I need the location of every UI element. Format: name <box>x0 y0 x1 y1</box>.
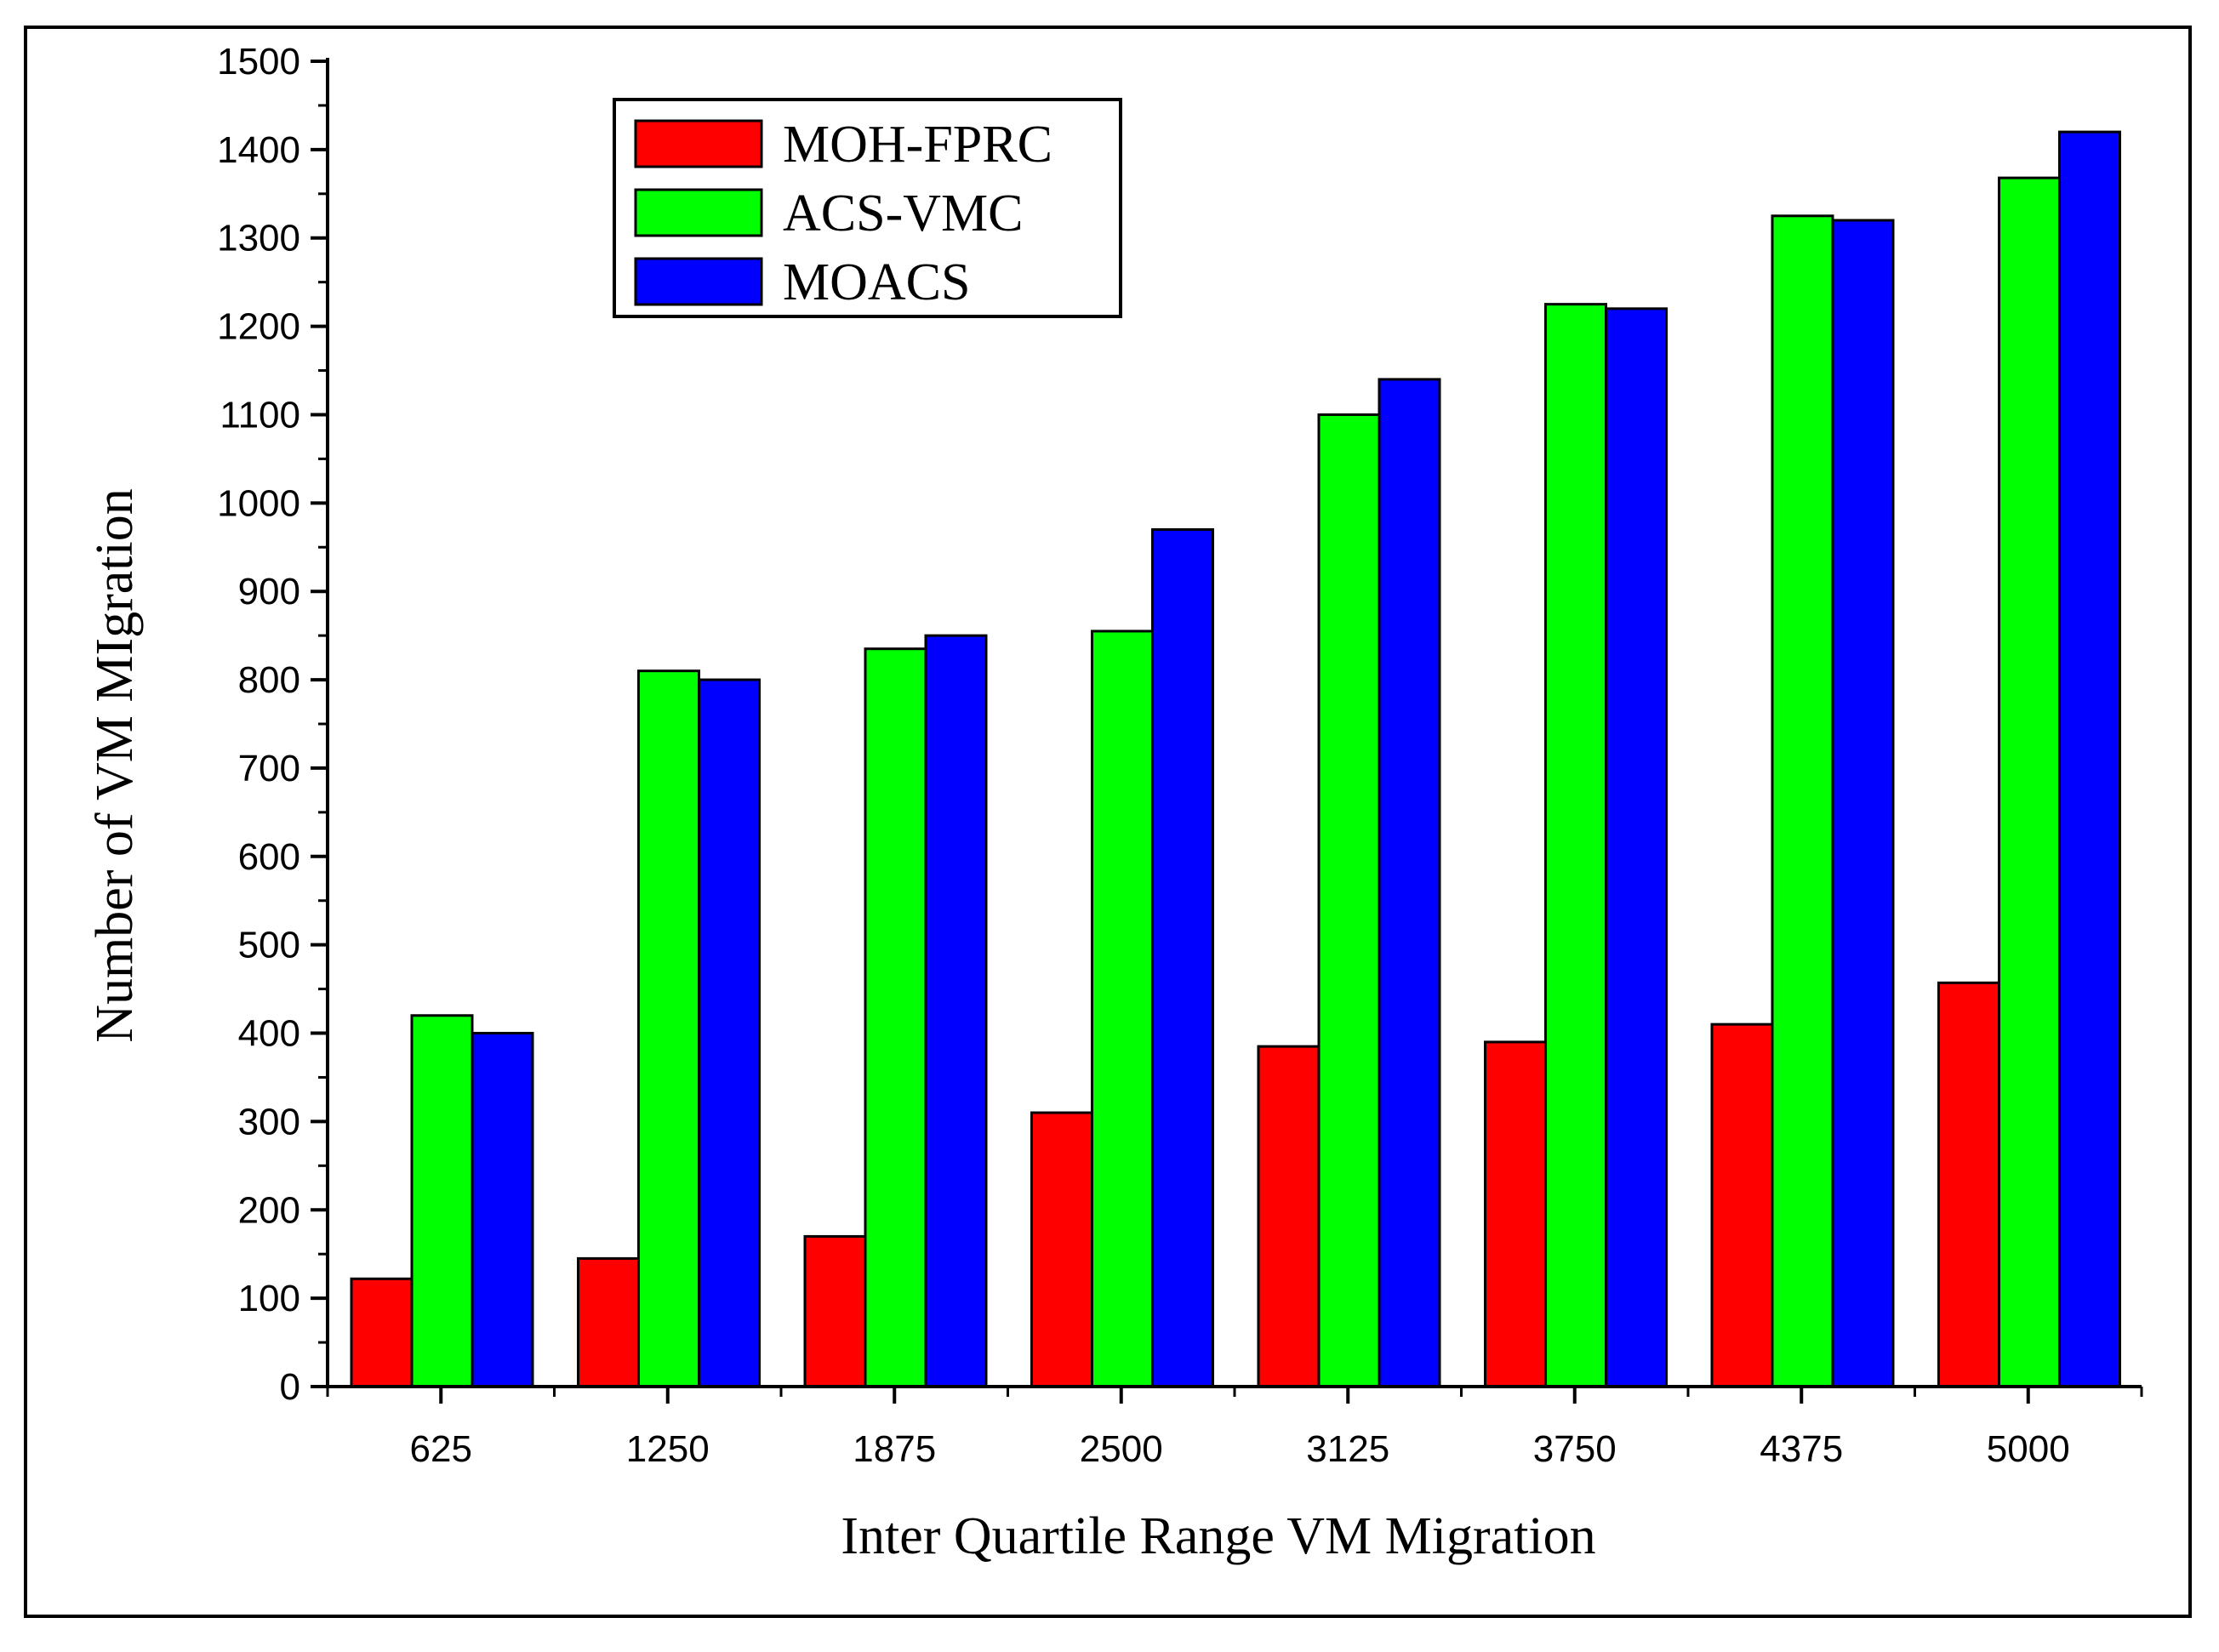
y-tick-label: 1200 <box>217 306 300 348</box>
y-tick-label: 700 <box>238 748 300 789</box>
y-tick-label: 1100 <box>220 394 300 436</box>
x-tick-label: 4375 <box>1760 1428 1843 1470</box>
bar-moacs-5000 <box>2058 130 2121 1388</box>
y-tick-label: 900 <box>238 571 300 612</box>
x-tick-label: 1250 <box>626 1428 710 1470</box>
bar-acs-vmc-625 <box>410 1014 474 1388</box>
y-tick-label: 800 <box>238 659 300 701</box>
bar-moh-fprc-2500 <box>1030 1111 1093 1388</box>
bar-moacs-2500 <box>1151 527 1214 1388</box>
y-tick-label: 1000 <box>217 482 300 524</box>
x-axis-title: Inter Quartile Range VM Migration <box>841 1507 1595 1565</box>
x-tick-label: 3125 <box>1306 1428 1389 1470</box>
bar-moh-fprc-1875 <box>803 1234 867 1388</box>
legend-item-2: MOACS <box>634 253 971 311</box>
y-tick-label: 600 <box>238 836 300 878</box>
y-tick-label: 0 <box>280 1366 300 1408</box>
bar-moacs-3750 <box>1605 307 1668 1388</box>
bar-acs-vmc-4375 <box>1771 214 1834 1388</box>
legend: MOH-FPRC ACS-VMC MOACS <box>613 98 1122 318</box>
bar-moh-fprc-1250 <box>577 1256 640 1388</box>
legend-swatch-1 <box>634 188 763 237</box>
bar-moh-fprc-3125 <box>1257 1045 1321 1388</box>
y-ticks-group: 0 100 200 300 400 500 600 700 800 900 1000 1100 1200… <box>217 41 328 1408</box>
bar-acs-vmc-5000 <box>1998 176 2061 1388</box>
x-tick-label: 625 <box>410 1428 472 1470</box>
y-tick-label: 100 <box>238 1278 300 1319</box>
y-tick-label: 200 <box>238 1189 300 1231</box>
x-tick-label: 5000 <box>1987 1428 2070 1470</box>
x-tick-label: 3750 <box>1533 1428 1617 1470</box>
legend-item-1: ACS-VMC <box>634 185 1024 242</box>
bar-moacs-1250 <box>698 678 761 1388</box>
bar-acs-vmc-2500 <box>1091 629 1154 1388</box>
y-tick-label: 500 <box>238 925 300 966</box>
bar-moacs-3125 <box>1378 378 1441 1388</box>
bar-acs-vmc-3750 <box>1544 303 1607 1388</box>
x-ticks-group: 625 1250 1875 2500 3125 3750 4375 5000 <box>326 1387 2143 1470</box>
y-tick-label: 1500 <box>217 41 300 83</box>
bar-moacs-4375 <box>1831 219 1895 1388</box>
legend-swatch-2 <box>634 257 763 306</box>
bar-acs-vmc-3125 <box>1317 413 1381 1388</box>
legend-swatch-0 <box>634 119 763 168</box>
y-tick-label: 300 <box>238 1101 300 1142</box>
legend-label-1: ACS-VMC <box>783 185 1024 242</box>
y-axis-title: Number of VM MIgration <box>86 488 144 1042</box>
y-tick-label: 400 <box>238 1013 300 1055</box>
bar-moh-fprc-3750 <box>1484 1040 1547 1388</box>
x-tick-label: 2500 <box>1080 1428 1163 1470</box>
bar-moacs-1875 <box>924 634 988 1388</box>
y-tick-label: 1400 <box>217 129 300 171</box>
chart-frame <box>24 26 2192 1618</box>
bar-acs-vmc-1875 <box>864 647 927 1388</box>
bar-moh-fprc-4375 <box>1710 1023 1774 1388</box>
bar-moh-fprc-5000 <box>1937 981 2000 1388</box>
bar-moh-fprc-625 <box>350 1277 414 1388</box>
bar-acs-vmc-1250 <box>637 669 700 1388</box>
bars-group <box>350 130 2121 1388</box>
legend-item-0: MOH-FPRC <box>634 116 1052 174</box>
legend-label-0: MOH-FPRC <box>783 116 1052 174</box>
y-tick-label: 1300 <box>217 218 300 259</box>
legend-label-2: MOACS <box>783 253 971 311</box>
x-tick-label: 1875 <box>853 1428 936 1470</box>
bar-moacs-625 <box>471 1032 534 1388</box>
